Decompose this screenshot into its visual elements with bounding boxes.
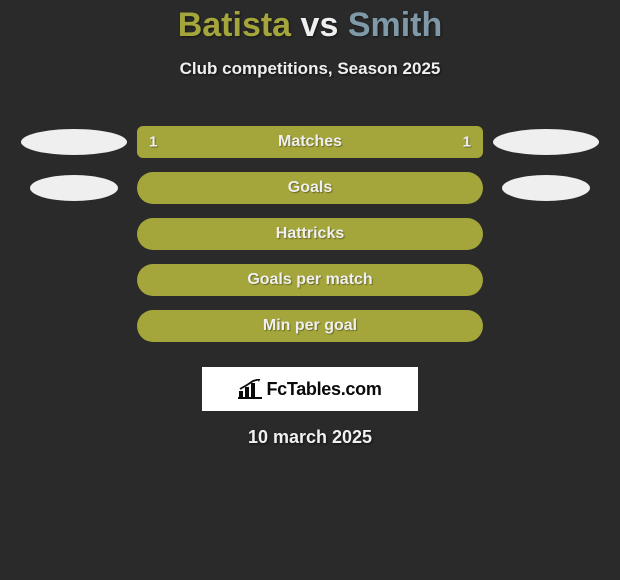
player2-marker — [493, 129, 599, 155]
comparison-title: Batista vs Smith — [0, 0, 620, 45]
stat-bar: Min per goal — [137, 310, 483, 342]
player2-value: 1 — [463, 134, 471, 151]
right-marker — [483, 175, 609, 201]
vs-label: vs — [301, 6, 339, 44]
left-marker — [11, 175, 137, 201]
chart-icon — [238, 379, 262, 399]
logo-box: FcTables.com — [202, 367, 418, 411]
stat-bar: Goals per match — [137, 264, 483, 296]
player2-marker — [502, 175, 590, 201]
stat-row: Goals per match — [0, 257, 620, 303]
player1-name: Batista — [178, 6, 291, 44]
stat-label: Hattricks — [276, 225, 344, 243]
logo-text: FcTables.com — [266, 379, 381, 400]
stat-row: Hattricks — [0, 211, 620, 257]
stat-bar: Goals — [137, 172, 483, 204]
stat-label: Matches — [278, 133, 342, 151]
date-label: 10 march 2025 — [0, 427, 620, 448]
stat-rows: 1 Matches 1 Goals Hattricks Goals per match Mi… — [0, 119, 620, 349]
left-marker — [11, 129, 137, 155]
stat-bar: Hattricks — [137, 218, 483, 250]
player1-marker — [21, 129, 127, 155]
subtitle: Club competitions, Season 2025 — [0, 59, 620, 79]
stat-row: 1 Matches 1 — [0, 119, 620, 165]
stat-label: Goals per match — [247, 271, 372, 289]
player1-value: 1 — [149, 134, 157, 151]
stat-label: Goals — [288, 179, 332, 197]
stat-row: Min per goal — [0, 303, 620, 349]
stat-bar: 1 Matches 1 — [137, 126, 483, 158]
player2-name: Smith — [348, 6, 442, 44]
fctables-logo: FcTables.com — [238, 379, 381, 400]
player1-marker — [30, 175, 118, 201]
right-marker — [483, 129, 609, 155]
stat-label: Min per goal — [263, 317, 357, 335]
stat-row: Goals — [0, 165, 620, 211]
